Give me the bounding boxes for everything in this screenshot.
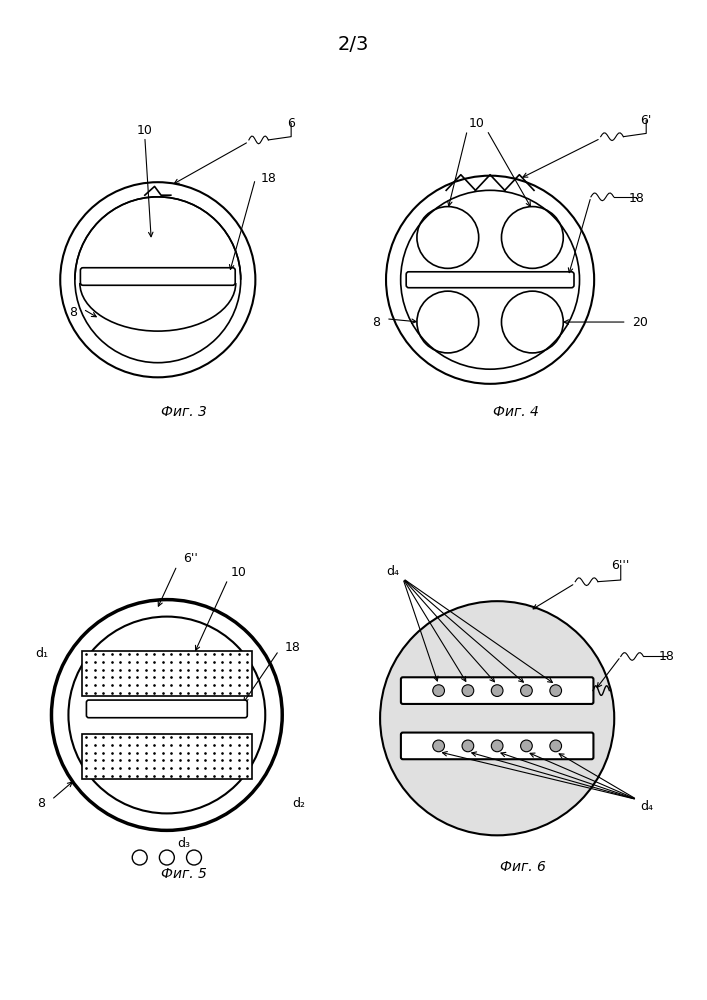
Circle shape <box>462 685 474 696</box>
Circle shape <box>433 685 445 696</box>
Text: Фиг. 5: Фиг. 5 <box>161 867 206 881</box>
FancyBboxPatch shape <box>401 733 593 759</box>
Circle shape <box>433 740 445 752</box>
FancyBboxPatch shape <box>86 700 247 718</box>
Text: 18: 18 <box>284 641 300 654</box>
Text: 6'': 6'' <box>183 552 198 565</box>
Text: 8: 8 <box>373 316 380 329</box>
Text: d₁: d₁ <box>35 647 48 660</box>
Text: 18: 18 <box>260 172 276 185</box>
FancyBboxPatch shape <box>81 268 235 285</box>
Text: 18: 18 <box>629 192 644 205</box>
Text: 6: 6 <box>287 117 295 130</box>
Text: d₄: d₄ <box>387 565 399 578</box>
Circle shape <box>520 740 532 752</box>
Text: 8: 8 <box>37 797 45 810</box>
Text: 10: 10 <box>230 566 246 579</box>
Text: d₂: d₂ <box>293 797 305 810</box>
Text: Фиг. 3: Фиг. 3 <box>161 405 206 419</box>
Circle shape <box>491 685 503 696</box>
FancyBboxPatch shape <box>401 677 593 704</box>
Circle shape <box>550 740 561 752</box>
Text: 8: 8 <box>69 306 77 319</box>
Circle shape <box>520 685 532 696</box>
Text: 10: 10 <box>469 117 485 130</box>
Bar <box>82 734 252 779</box>
Circle shape <box>380 601 614 835</box>
Text: 6': 6' <box>641 114 652 127</box>
Text: d₄: d₄ <box>641 800 653 813</box>
Text: 6''': 6''' <box>612 559 630 572</box>
FancyBboxPatch shape <box>407 272 574 288</box>
Circle shape <box>491 740 503 752</box>
Bar <box>82 651 252 696</box>
Text: Фиг. 4: Фиг. 4 <box>493 405 539 419</box>
Text: 18: 18 <box>658 650 674 663</box>
Circle shape <box>462 740 474 752</box>
Circle shape <box>550 685 561 696</box>
Text: 2/3: 2/3 <box>338 35 369 54</box>
Text: d₃: d₃ <box>177 837 190 850</box>
Text: 10: 10 <box>137 124 153 137</box>
Text: 20: 20 <box>632 316 648 329</box>
Text: Фиг. 6: Фиг. 6 <box>501 860 546 874</box>
